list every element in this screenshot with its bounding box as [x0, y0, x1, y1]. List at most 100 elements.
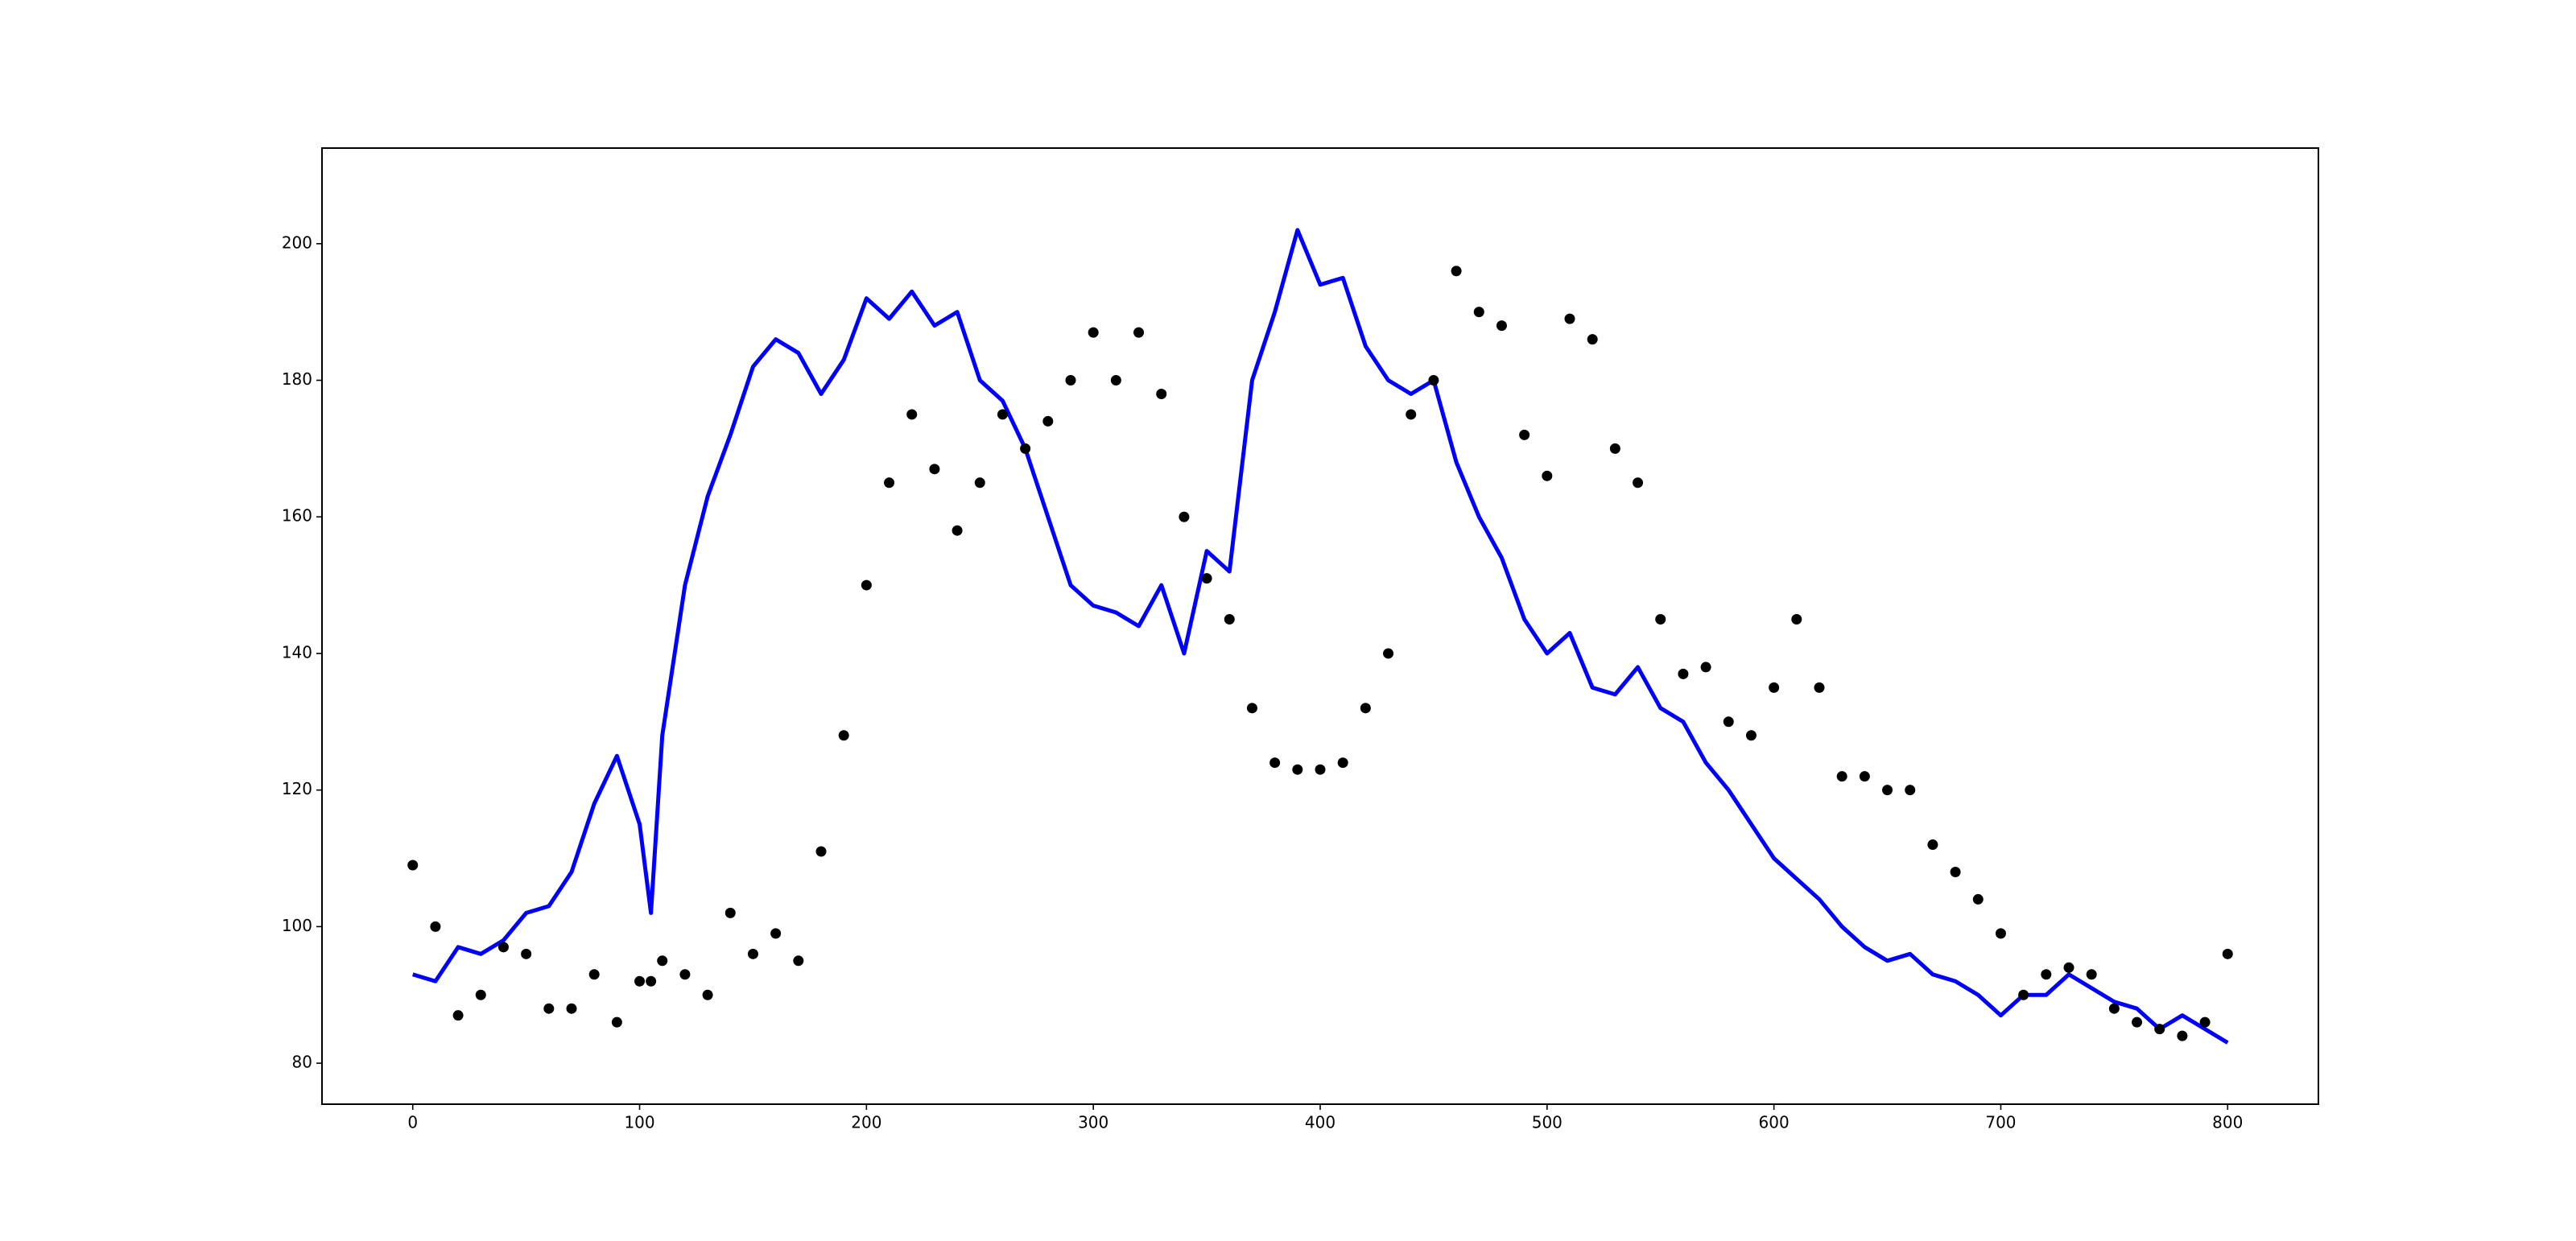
data-point — [1496, 320, 1507, 332]
data-point — [702, 989, 713, 1000]
data-point — [997, 409, 1008, 420]
data-point — [1224, 614, 1235, 625]
y-tick-label: 200 — [282, 233, 312, 252]
x-tick-label: 700 — [1985, 1113, 2016, 1132]
data-point — [1383, 648, 1394, 659]
data-point — [2177, 1030, 2188, 1041]
data-point — [1246, 703, 1257, 714]
data-point — [1950, 866, 1961, 877]
data-point — [657, 955, 668, 967]
x-tick-label: 400 — [1305, 1113, 1335, 1132]
data-line — [412, 228, 2229, 1045]
data-point — [952, 525, 963, 536]
data-point — [1745, 730, 1757, 741]
x-tick-label: 0 — [407, 1113, 418, 1132]
data-point — [1110, 375, 1121, 386]
data-point — [1723, 716, 1734, 728]
data-point — [838, 730, 849, 741]
data-point — [1473, 307, 1484, 318]
data-point — [634, 975, 646, 987]
data-point — [1337, 757, 1348, 769]
data-point — [1927, 839, 1938, 851]
data-point — [1042, 415, 1054, 427]
x-tick-label: 300 — [1078, 1113, 1108, 1132]
data-point — [1065, 375, 1076, 386]
data-point — [1995, 928, 2006, 939]
data-point — [1655, 614, 1666, 625]
data-point — [430, 921, 441, 932]
data-point — [1791, 614, 1802, 625]
data-point — [2154, 1024, 2165, 1035]
data-point — [1133, 327, 1145, 338]
y-tick-label: 140 — [282, 642, 312, 662]
x-tick-label: 800 — [2212, 1113, 2243, 1132]
data-point — [2063, 962, 2074, 973]
data-point — [1292, 764, 1303, 775]
data-point — [1836, 771, 1847, 782]
x-tick-label: 100 — [624, 1113, 654, 1132]
x-tick-label: 200 — [851, 1113, 881, 1132]
data-point — [1972, 893, 1984, 905]
data-point — [646, 975, 657, 987]
data-point — [611, 1016, 622, 1028]
data-point — [1814, 682, 1825, 693]
y-tick-label: 160 — [282, 506, 312, 526]
data-point — [1905, 785, 1916, 796]
data-point — [1633, 477, 1644, 489]
data-point — [1451, 266, 1462, 277]
data-point — [1564, 313, 1575, 324]
data-point — [1315, 764, 1326, 775]
x-tick-label: 500 — [1532, 1113, 1563, 1132]
data-point — [497, 942, 509, 953]
data-point — [929, 464, 940, 475]
data-point — [884, 477, 895, 489]
data-point — [1609, 443, 1620, 454]
data-point — [1587, 334, 1598, 345]
data-point — [1678, 668, 1689, 679]
data-point — [521, 948, 532, 959]
x-tick-label: 600 — [1759, 1113, 1790, 1132]
data-point — [1769, 682, 1780, 693]
data-point — [2086, 969, 2097, 980]
data-point — [1020, 443, 1031, 454]
data-point — [475, 989, 486, 1000]
y-tick-label: 80 — [292, 1053, 312, 1072]
data-point — [1360, 703, 1371, 714]
data-point — [2222, 948, 2233, 959]
data-point — [815, 846, 827, 857]
data-point — [1088, 327, 1099, 338]
data-point — [2018, 989, 2029, 1000]
data-point — [724, 907, 736, 918]
data-point — [793, 955, 804, 967]
data-point — [906, 409, 918, 420]
data-point — [1201, 573, 1212, 584]
data-point — [1542, 470, 1553, 481]
data-point — [1406, 409, 1417, 420]
data-point — [2199, 1016, 2211, 1028]
data-point — [588, 969, 600, 980]
y-tick-label: 100 — [282, 916, 312, 935]
data-point — [747, 948, 758, 959]
data-point — [1519, 429, 1530, 440]
data-point — [1269, 757, 1281, 769]
data-point — [2041, 969, 2052, 980]
data-point — [452, 1010, 464, 1021]
data-point — [1859, 771, 1870, 782]
data-point — [770, 928, 782, 939]
data-point — [1882, 785, 1893, 796]
plot-frame — [321, 147, 2319, 1105]
data-point — [679, 969, 691, 980]
data-point — [1700, 662, 1711, 673]
data-point — [861, 579, 872, 591]
data-point — [1179, 511, 1190, 522]
data-point — [1428, 375, 1439, 386]
data-point — [1156, 388, 1167, 399]
data-point — [566, 1003, 577, 1014]
y-tick-label: 120 — [282, 779, 312, 798]
data-point — [543, 1003, 555, 1014]
data-point — [2108, 1003, 2120, 1014]
data-point — [407, 860, 419, 871]
data-point — [974, 477, 985, 489]
